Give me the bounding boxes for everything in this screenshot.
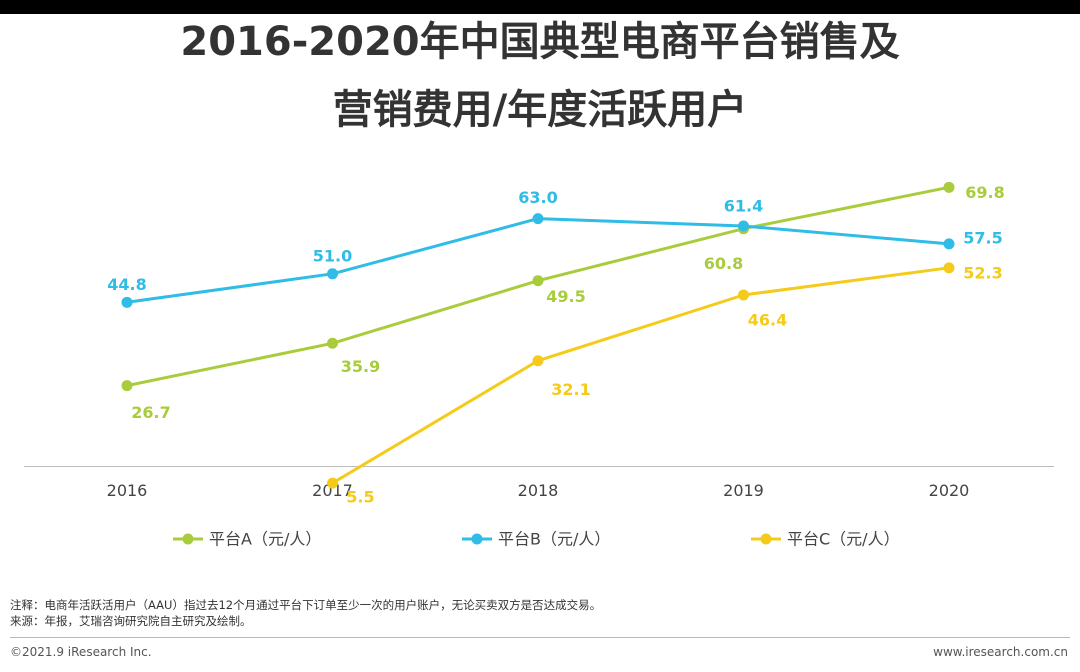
data-point bbox=[943, 238, 955, 250]
data-label: 26.7 bbox=[131, 403, 170, 422]
data-label: 5.5 bbox=[346, 488, 374, 507]
data-point bbox=[738, 220, 749, 232]
footnote-source: 来源：年报，艾瑞咨询研究院自主研究及绘制。 bbox=[10, 614, 252, 628]
x-tick-label: 2018 bbox=[518, 481, 559, 500]
series-line bbox=[126, 217, 950, 304]
data-label: 57.5 bbox=[963, 228, 1002, 247]
data-label: 46.4 bbox=[748, 310, 787, 329]
data-point bbox=[121, 296, 133, 308]
footer-divider bbox=[10, 637, 1070, 638]
legend-entry-label: 平台C（元/人） bbox=[787, 530, 900, 549]
data-label: 61.4 bbox=[724, 196, 763, 215]
data-label: 32.1 bbox=[551, 380, 590, 399]
data-label: 60.8 bbox=[704, 254, 743, 273]
data-point bbox=[532, 355, 544, 367]
data-label: 69.8 bbox=[965, 183, 1004, 202]
data-label: 63.0 bbox=[518, 188, 557, 207]
data-label: 51.0 bbox=[313, 246, 352, 265]
series-line bbox=[331, 266, 950, 485]
legend-entry-label: 平台A（元/人） bbox=[209, 530, 321, 549]
legend-swatch-marker bbox=[760, 533, 772, 545]
data-point bbox=[532, 275, 544, 287]
data-point bbox=[121, 380, 133, 392]
x-tick-label: 2020 bbox=[929, 481, 970, 500]
data-label: 35.9 bbox=[341, 357, 380, 376]
legend-entry-label: 平台B（元/人） bbox=[498, 530, 610, 549]
data-point bbox=[943, 181, 955, 193]
chart-title-line-2: 营销费用/年度活跃用户 bbox=[332, 87, 748, 133]
data-point bbox=[327, 337, 338, 349]
data-label: 52.3 bbox=[963, 263, 1002, 282]
x-tick-label: 2019 bbox=[723, 481, 764, 500]
legend-swatch-marker bbox=[471, 533, 483, 545]
x-tick-label: 2017 bbox=[312, 481, 353, 500]
data-point bbox=[327, 268, 338, 280]
data-point bbox=[327, 477, 338, 489]
data-label: 49.5 bbox=[546, 287, 585, 306]
chart-title-line-1: 2016-2020年中国典型电商平台销售及 bbox=[180, 19, 900, 65]
line-chart: 2016 2017 2018 2019 2020 26.7 35.9 49.5 60.8 69.8… bbox=[24, 181, 1054, 549]
data-point bbox=[738, 289, 749, 301]
data-point bbox=[943, 262, 955, 274]
website-link[interactable]: www.iresearch.com.cn bbox=[933, 645, 1068, 659]
legend-swatch-marker bbox=[182, 533, 194, 545]
copyright-text: ©2021.9 iResearch Inc. bbox=[10, 645, 152, 659]
top-bar bbox=[0, 0, 1080, 14]
data-point bbox=[532, 213, 544, 225]
footnote-note: 注释：电商年活跃活用户（AAU）指过去12个月通过平台下订单至少一次的用户账户，… bbox=[10, 598, 602, 612]
data-label: 44.8 bbox=[107, 275, 146, 294]
x-tick-label: 2016 bbox=[107, 481, 148, 500]
